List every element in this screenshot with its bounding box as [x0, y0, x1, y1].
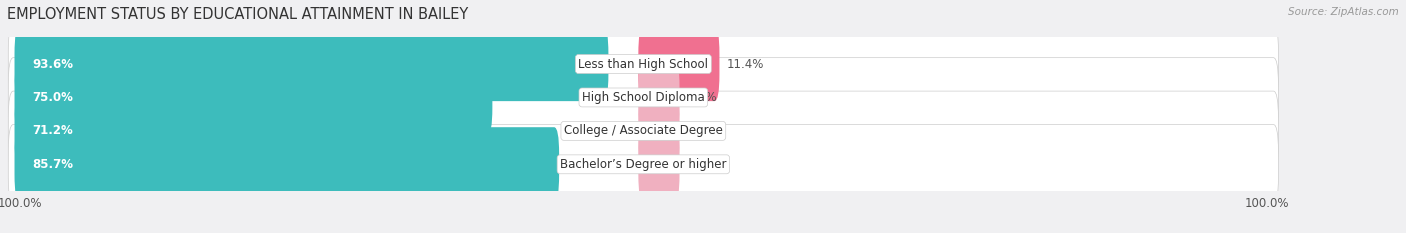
Text: 93.6%: 93.6%: [32, 58, 73, 71]
FancyBboxPatch shape: [14, 94, 468, 168]
FancyBboxPatch shape: [638, 27, 720, 101]
FancyBboxPatch shape: [8, 124, 1278, 204]
Text: 75.0%: 75.0%: [32, 91, 73, 104]
FancyBboxPatch shape: [8, 58, 1278, 137]
FancyBboxPatch shape: [14, 127, 560, 201]
Text: 11.4%: 11.4%: [727, 58, 765, 71]
Text: Source: ZipAtlas.com: Source: ZipAtlas.com: [1288, 7, 1399, 17]
Text: High School Diploma: High School Diploma: [582, 91, 704, 104]
Text: 0.0%: 0.0%: [688, 158, 717, 171]
FancyBboxPatch shape: [638, 127, 679, 201]
Text: 0.0%: 0.0%: [688, 91, 717, 104]
Text: 71.2%: 71.2%: [32, 124, 73, 137]
FancyBboxPatch shape: [638, 94, 679, 168]
Text: Less than High School: Less than High School: [578, 58, 709, 71]
FancyBboxPatch shape: [14, 27, 609, 101]
Text: College / Associate Degree: College / Associate Degree: [564, 124, 723, 137]
FancyBboxPatch shape: [638, 60, 679, 135]
Text: 0.0%: 0.0%: [688, 124, 717, 137]
FancyBboxPatch shape: [8, 24, 1278, 104]
Text: 85.7%: 85.7%: [32, 158, 73, 171]
Text: EMPLOYMENT STATUS BY EDUCATIONAL ATTAINMENT IN BAILEY: EMPLOYMENT STATUS BY EDUCATIONAL ATTAINM…: [7, 7, 468, 22]
Text: Bachelor’s Degree or higher: Bachelor’s Degree or higher: [560, 158, 727, 171]
FancyBboxPatch shape: [8, 91, 1278, 171]
FancyBboxPatch shape: [14, 60, 492, 135]
